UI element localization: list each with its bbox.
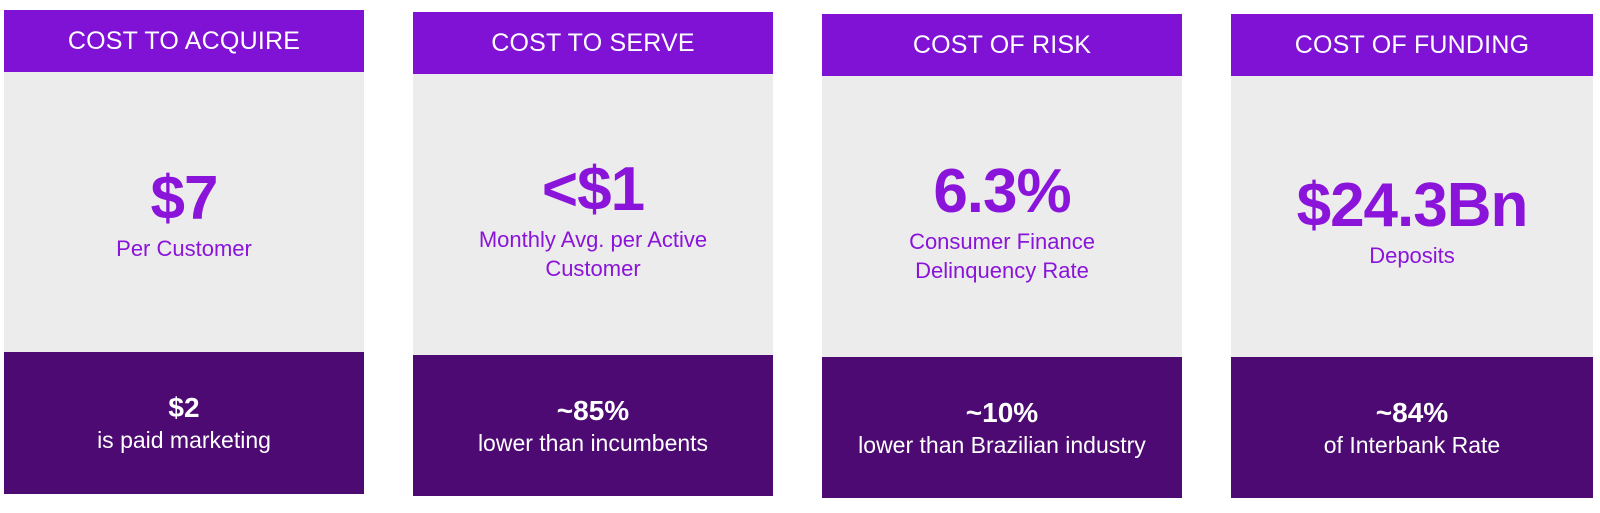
footer-label: lower than incumbents [477, 429, 709, 456]
metric-label: Monthly Avg. per Active Customer [478, 226, 708, 281]
metric-value: 6.3% [933, 156, 1071, 226]
metric-label: Per Customer [116, 235, 252, 261]
metric-label: Deposits [1369, 243, 1455, 268]
card-footer: $2 is paid marketing [4, 352, 364, 494]
footer-label: of Interbank Rate [1323, 431, 1501, 458]
card-body: <$1 Monthly Avg. per Active Customer [413, 74, 773, 365]
card-cost-of-risk: COST OF RISK 6.3% Consumer Finance Delin… [822, 14, 1182, 498]
card-cost-of-funding: COST OF FUNDING $24.3Bn Deposits ~84% of… [1231, 14, 1593, 498]
footer-value: ~84% [1375, 396, 1449, 428]
card-cost-to-serve: COST TO SERVE <$1 Monthly Avg. per Activ… [413, 12, 773, 496]
card-footer: ~85% lower than incumbents [413, 355, 773, 496]
card-header: COST OF FUNDING [1231, 14, 1593, 76]
footer-value: ~10% [965, 396, 1039, 428]
card-cost-to-acquire: COST TO ACQUIRE $7 Per Customer $2 is pa… [4, 10, 364, 494]
footer-value: ~85% [556, 394, 630, 426]
metric-value: $7 [150, 163, 219, 233]
card-footer: ~84% of Interbank Rate [1231, 357, 1593, 498]
card-body: $7 Per Customer [4, 72, 364, 362]
card-header: COST OF RISK [822, 14, 1182, 76]
footer-label: lower than Brazilian industry [858, 431, 1146, 458]
metric-label: Consumer Finance Delinquency Rate [909, 228, 1095, 283]
metric-value: <$1 [541, 154, 645, 224]
card-body: $24.3Bn Deposits [1231, 76, 1593, 367]
card-body: 6.3% Consumer Finance Delinquency Rate [822, 76, 1182, 367]
card-footer: ~10% lower than Brazilian industry [822, 357, 1182, 498]
footer-value: $2 [168, 392, 200, 423]
card-header: COST TO ACQUIRE [4, 10, 364, 72]
metric-value: $24.3Bn [1296, 171, 1529, 240]
card-header: COST TO SERVE [413, 12, 773, 74]
footer-label: is paid marketing [97, 427, 271, 453]
